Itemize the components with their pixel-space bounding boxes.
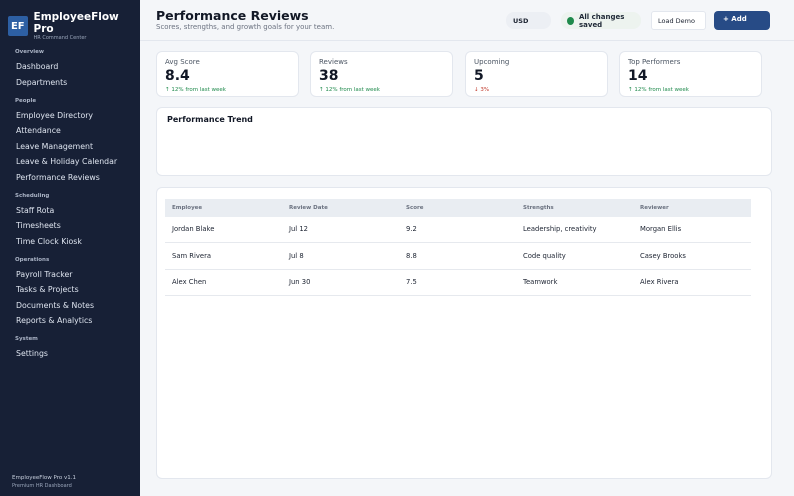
column-header-strengths[interactable]: Strengths [523,205,554,211]
stat-delta: ↑ 12% from last week [319,87,380,93]
stat-value: 8.4 [165,68,190,84]
stat-label: Reviews [319,58,348,66]
cell-score: 9.2 [406,225,417,233]
nav-section-scheduling: Scheduling [15,193,50,199]
cell-strengths: Code quality [523,252,566,260]
sidebar-item-payroll-tracker[interactable]: Payroll Tracker [16,270,73,279]
brand-name: EmployeeFlow Pro [33,11,119,35]
stat-delta: ↑ 12% from last week [628,87,689,93]
stat-card-upcoming: Upcoming 5 ↓ 3% [465,51,608,97]
status-dot-icon [567,16,574,25]
cell-strengths: Leadership, creativity [523,225,597,233]
cell-employee: Sam Rivera [172,252,212,260]
column-header-reviewer[interactable]: Reviewer [640,205,669,211]
load-demo-button[interactable]: Load Demo [651,11,706,30]
stat-value: 38 [319,68,339,84]
cell-strengths: Teamwork [523,278,558,286]
sidebar-item-dashboard[interactable]: Dashboard [16,62,59,71]
sidebar-item-staff-rota[interactable]: Staff Rota [16,206,55,215]
table-header: Employee Review Date Score Strengths Rev… [165,199,751,217]
nav-section-overview: Overview [15,49,44,55]
column-header-score[interactable]: Score [406,205,424,211]
header-divider [140,40,794,41]
performance-trend-panel: Performance Trend [156,107,772,176]
column-header-review-date[interactable]: Review Date [289,205,328,211]
cell-reviewer: Casey Brooks [640,252,686,260]
cell-score: 7.5 [406,278,417,286]
nav-section-system: System [15,336,38,342]
app-version: EmployeeFlow Pro v1.1 [12,475,77,481]
reviews-table-panel [156,187,772,479]
stat-value: 5 [474,68,484,84]
stat-delta: ↑ 12% from last week [165,87,226,93]
table-row[interactable]: Alex Chen Jun 30 7.5 Teamwork Alex River… [165,270,751,296]
cell-review-date: Jun 30 [289,278,311,286]
stat-label: Avg Score [165,58,200,66]
save-status-badge: All changes saved [561,12,641,29]
cell-employee: Alex Chen [172,278,207,286]
sidebar-item-documents-notes[interactable]: Documents & Notes [16,301,95,310]
brand-logo: EF [8,16,28,36]
panel-title: Performance Trend [167,115,253,124]
stat-delta: ↓ 3% [474,87,490,93]
page-subtitle: Scores, strengths, and growth goals for … [156,23,335,31]
sidebar-item-departments[interactable]: Departments [16,78,68,87]
sidebar-item-employee-directory[interactable]: Employee Directory [16,111,94,120]
column-header-employee[interactable]: Employee [172,205,203,211]
sidebar-item-leave-management[interactable]: Leave Management [16,142,94,151]
currency-selector[interactable]: USD [506,12,551,29]
cell-review-date: Jul 8 [289,252,304,260]
cell-reviewer: Morgan Ellis [640,225,682,233]
nav-section-people: People [15,98,37,104]
cell-reviewer: Alex Rivera [640,278,679,286]
sidebar-item-attendance[interactable]: Attendance [16,126,61,135]
sidebar-item-tasks-projects[interactable]: Tasks & Projects [16,285,79,294]
save-status-label: All changes saved [578,12,625,29]
table-row[interactable]: Sam Rivera Jul 8 8.8 Code quality Casey … [165,244,751,270]
add-button[interactable]: + Add [714,11,770,30]
brand[interactable]: EF EmployeeFlow Pro HR Command Center [8,11,140,41]
brand-subtitle: HR Command Center [33,35,87,41]
stat-value: 14 [628,68,648,84]
sidebar-item-timesheets[interactable]: Timesheets [16,221,61,230]
cell-employee: Jordan Blake [172,225,215,233]
sidebar-item-leave-holiday-calendar[interactable]: Leave & Holiday Calendar [16,157,118,166]
sidebar: EF EmployeeFlow Pro HR Command Center Ov… [0,0,140,496]
stat-card-avg-score: Avg Score 8.4 ↑ 12% from last week [156,51,299,97]
sidebar-item-time-clock-kiosk[interactable]: Time Clock Kiosk [16,237,82,246]
cell-score: 8.8 [406,252,417,260]
table-row[interactable]: Jordan Blake Jul 12 9.2 Leadership, crea… [165,217,751,243]
page-title: Performance Reviews [156,8,309,23]
stat-label: Top Performers [628,58,681,66]
app-edition: Premium HR Dashboard [12,483,72,489]
sidebar-item-settings[interactable]: Settings [16,349,48,358]
sidebar-item-reports-analytics[interactable]: Reports & Analytics [16,316,93,325]
stat-card-reviews: Reviews 38 ↑ 12% from last week [310,51,453,97]
stat-card-top-performers: Top Performers 14 ↑ 12% from last week [619,51,762,97]
stat-label: Upcoming [474,58,510,66]
sidebar-item-performance-reviews[interactable]: Performance Reviews [16,173,100,182]
cell-review-date: Jul 12 [289,225,309,233]
nav-section-operations: Operations [15,257,50,263]
